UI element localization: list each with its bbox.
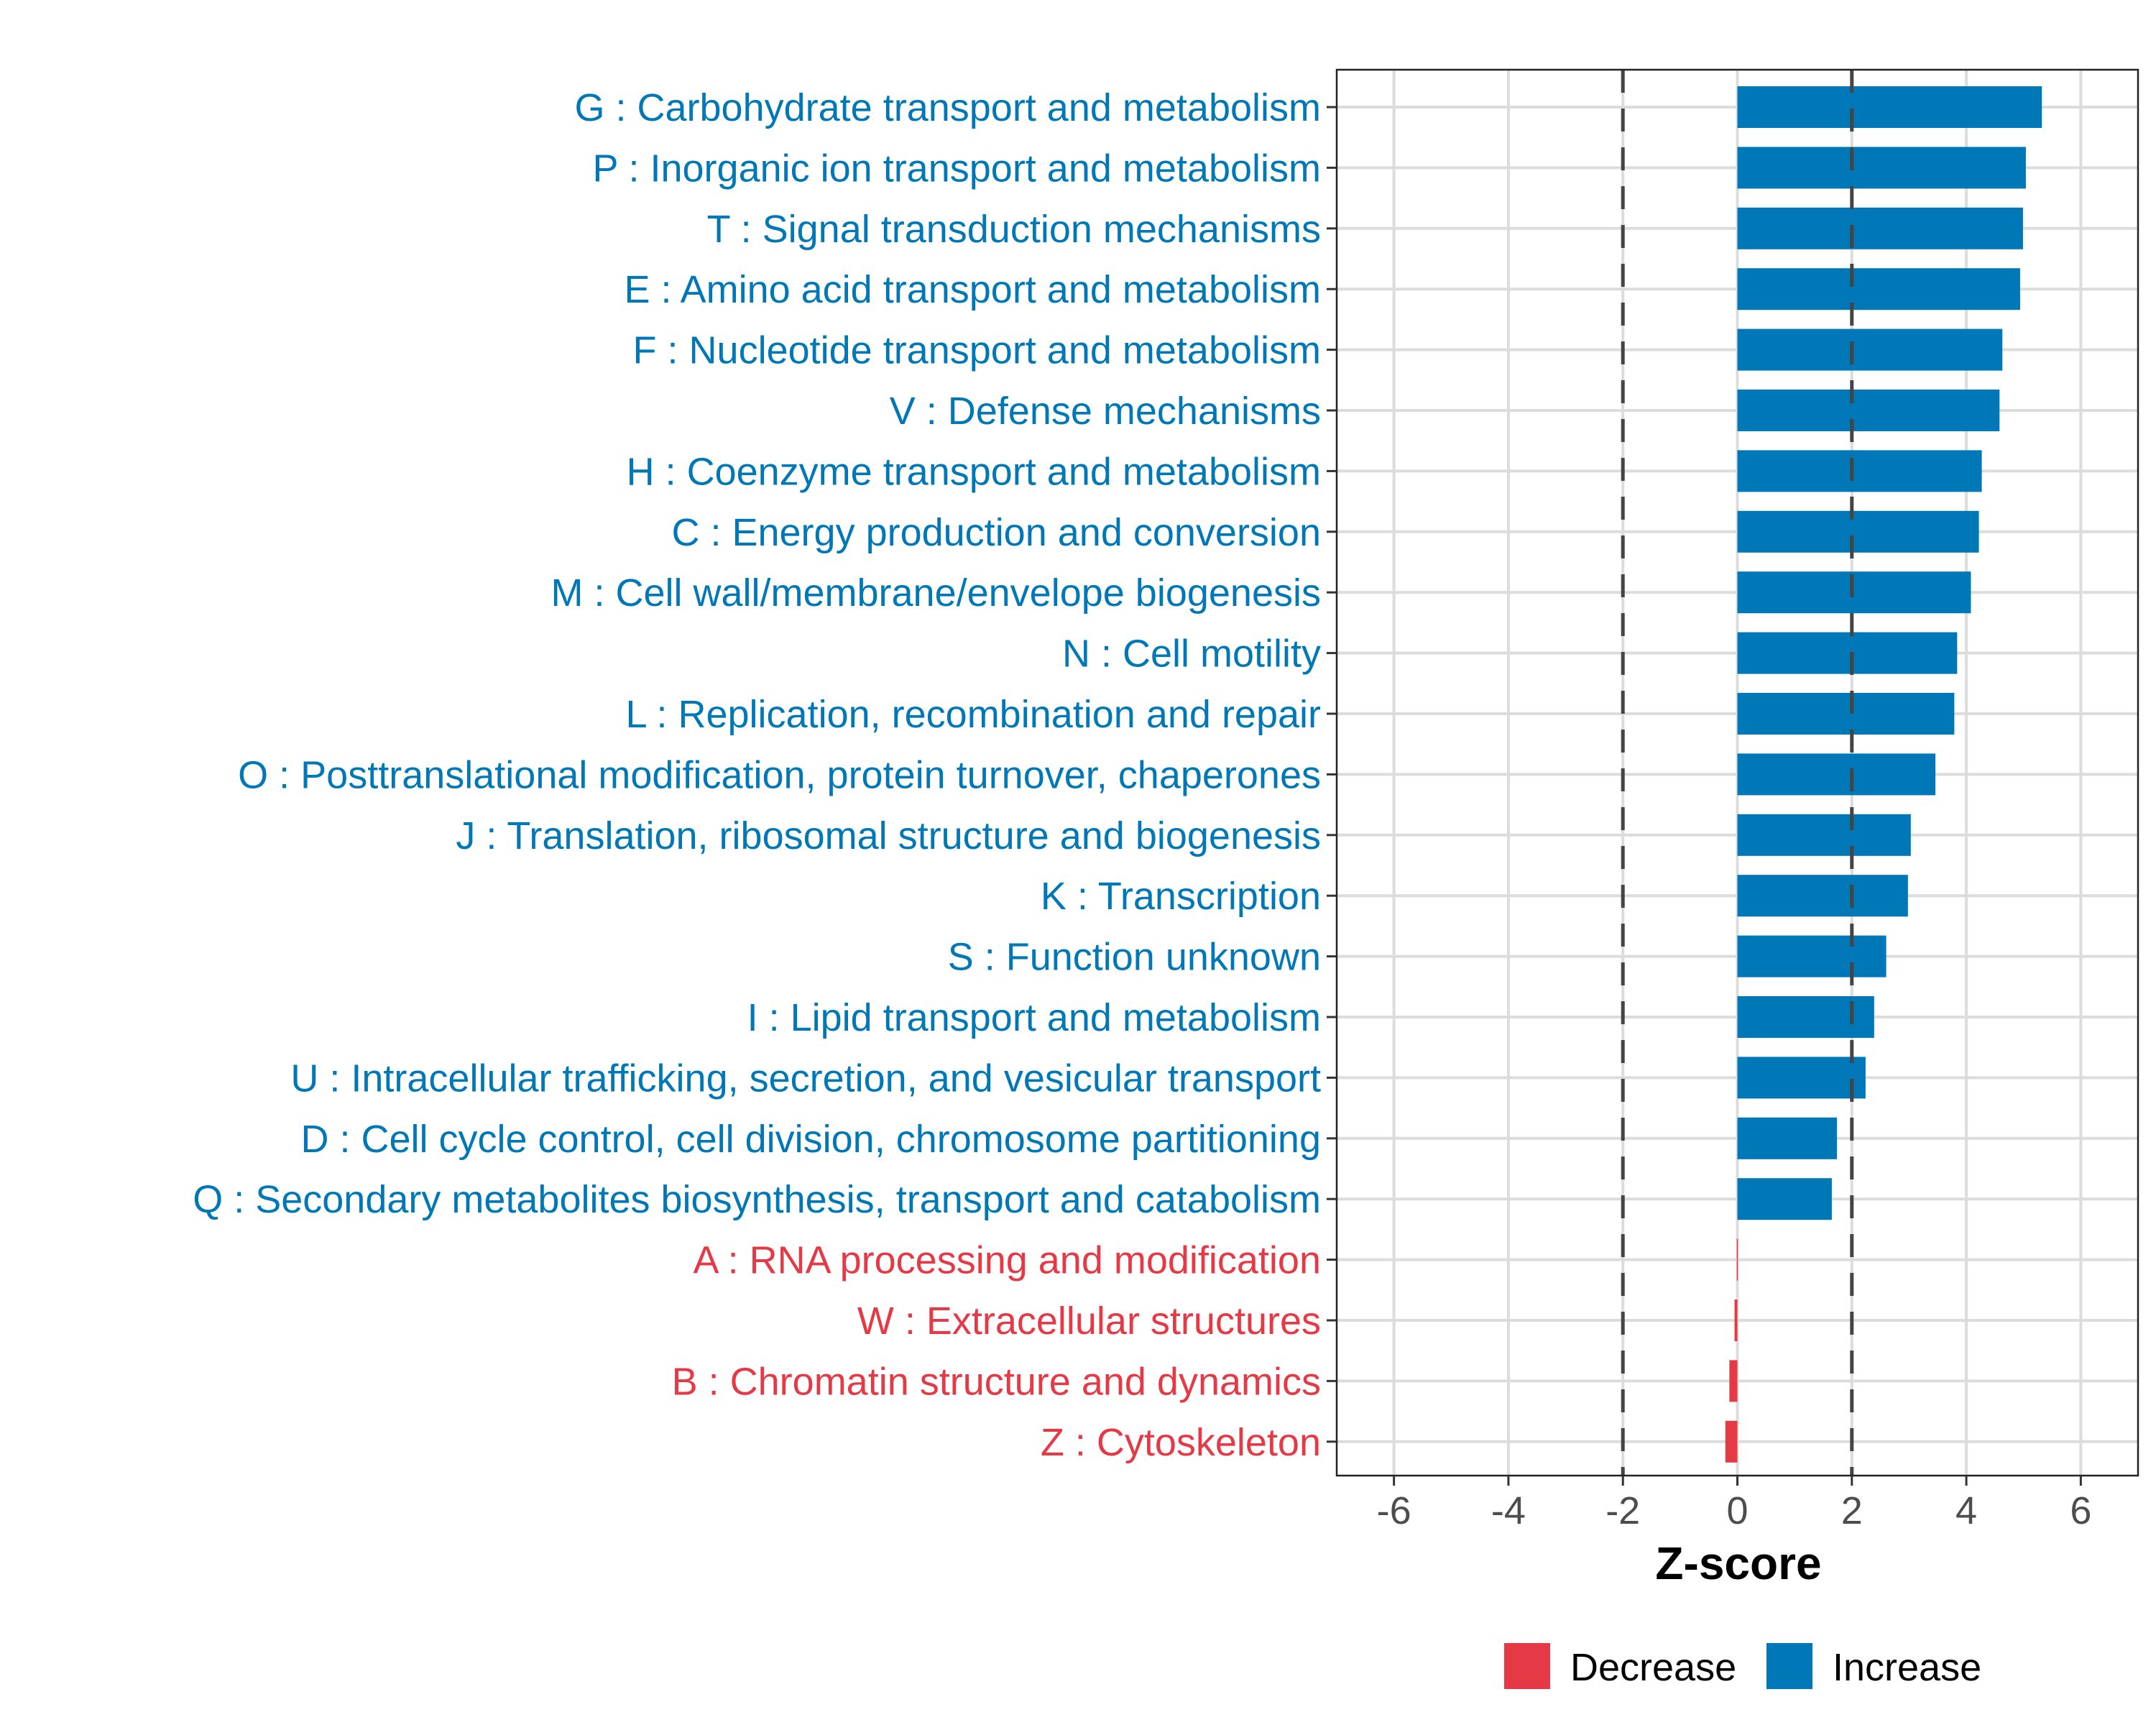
legend-swatch-increase	[1766, 1643, 1812, 1689]
y-axis-labels: G : Carbohydrate transport and metabolis…	[193, 86, 1337, 1464]
bar	[1737, 996, 1874, 1038]
y-tick-label: I : Lipid transport and metabolism	[747, 996, 1321, 1039]
bar	[1737, 268, 2020, 310]
y-tick-label: Q : Secondary metabolites biosynthesis, …	[193, 1178, 1321, 1221]
x-tick-label: 4	[1955, 1489, 1977, 1532]
y-tick-label: K : Transcription	[1041, 875, 1321, 918]
y-tick-label: M : Cell wall/membrane/envelope biogenes…	[550, 571, 1321, 615]
reference-lines	[1621, 70, 1854, 1476]
x-tick-label: -2	[1606, 1489, 1640, 1532]
x-axis-title: Z-score	[1655, 1537, 1821, 1589]
y-tick-label: N : Cell motility	[1062, 632, 1321, 676]
y-tick-label: L : Replication, recombination and repai…	[625, 693, 1321, 736]
bar	[1737, 1178, 1832, 1220]
y-tick-label: W : Extracellular structures	[857, 1300, 1321, 1343]
x-tick-label: -6	[1377, 1489, 1411, 1532]
legend-label-decrease: Decrease	[1570, 1646, 1736, 1689]
y-tick-label: T : Signal transduction mechanisms	[707, 208, 1321, 251]
bar	[1734, 1300, 1738, 1341]
bar	[1736, 1238, 1738, 1281]
bar	[1737, 935, 1886, 978]
y-tick-label: U : Intracellular trafficking, secretion…	[290, 1057, 1321, 1100]
bar	[1725, 1420, 1738, 1463]
x-tick-label: 2	[1841, 1489, 1863, 1532]
x-axis-ticks: -6 -4 -2 0 2 4 6	[1377, 1476, 2091, 1532]
bar	[1737, 1117, 1838, 1159]
y-tick-label: B : Chromatin structure and dynamics	[672, 1360, 1321, 1403]
y-tick-label: S : Function unknown	[948, 936, 1321, 979]
x-tick-label: -4	[1491, 1489, 1526, 1532]
bar	[1737, 510, 1979, 553]
bar	[1737, 390, 2000, 431]
bar	[1737, 875, 1908, 917]
y-tick-label: G : Carbohydrate transport and metabolis…	[575, 86, 1322, 129]
legend-label-increase: Increase	[1833, 1646, 1981, 1689]
bar	[1737, 571, 1971, 614]
y-tick-label: F : Nucleotide transport and metabolism	[633, 329, 1321, 372]
bar	[1737, 814, 1911, 856]
legend-swatch-decrease	[1504, 1643, 1550, 1689]
bar	[1729, 1360, 1738, 1402]
legend: Decrease Increase	[1504, 1643, 1981, 1689]
y-tick-label: O : Posttranslational modification, prot…	[238, 753, 1321, 796]
bar	[1737, 693, 1955, 735]
y-tick-label: A : RNA processing and modification	[694, 1239, 1321, 1282]
bar	[1737, 450, 1982, 492]
y-tick-label: C : Energy production and conversion	[671, 511, 1321, 554]
x-tick-label: 0	[1726, 1489, 1748, 1532]
bar	[1737, 207, 2023, 249]
y-tick-label: P : Inorganic ion transport and metaboli…	[592, 147, 1321, 190]
y-tick-label: H : Coenzyme transport and metabolism	[627, 450, 1321, 493]
bar	[1737, 753, 1936, 796]
bar	[1737, 328, 2003, 371]
bar	[1737, 632, 1958, 674]
bars	[1725, 86, 2042, 1463]
y-tick-label: J : Translation, ribosomal structure and…	[456, 814, 1321, 857]
y-tick-label: Z : Cytoskeleton	[1041, 1421, 1321, 1464]
y-tick-label: E : Amino acid transport and metabolism	[625, 268, 1321, 311]
x-tick-label: 6	[2070, 1489, 2091, 1532]
bar	[1737, 86, 2042, 128]
bar	[1737, 1057, 1866, 1099]
y-tick-label: D : Cell cycle control, cell division, c…	[300, 1118, 1321, 1161]
y-tick-label: V : Defense mechanisms	[890, 390, 1321, 433]
bar	[1737, 147, 2026, 189]
